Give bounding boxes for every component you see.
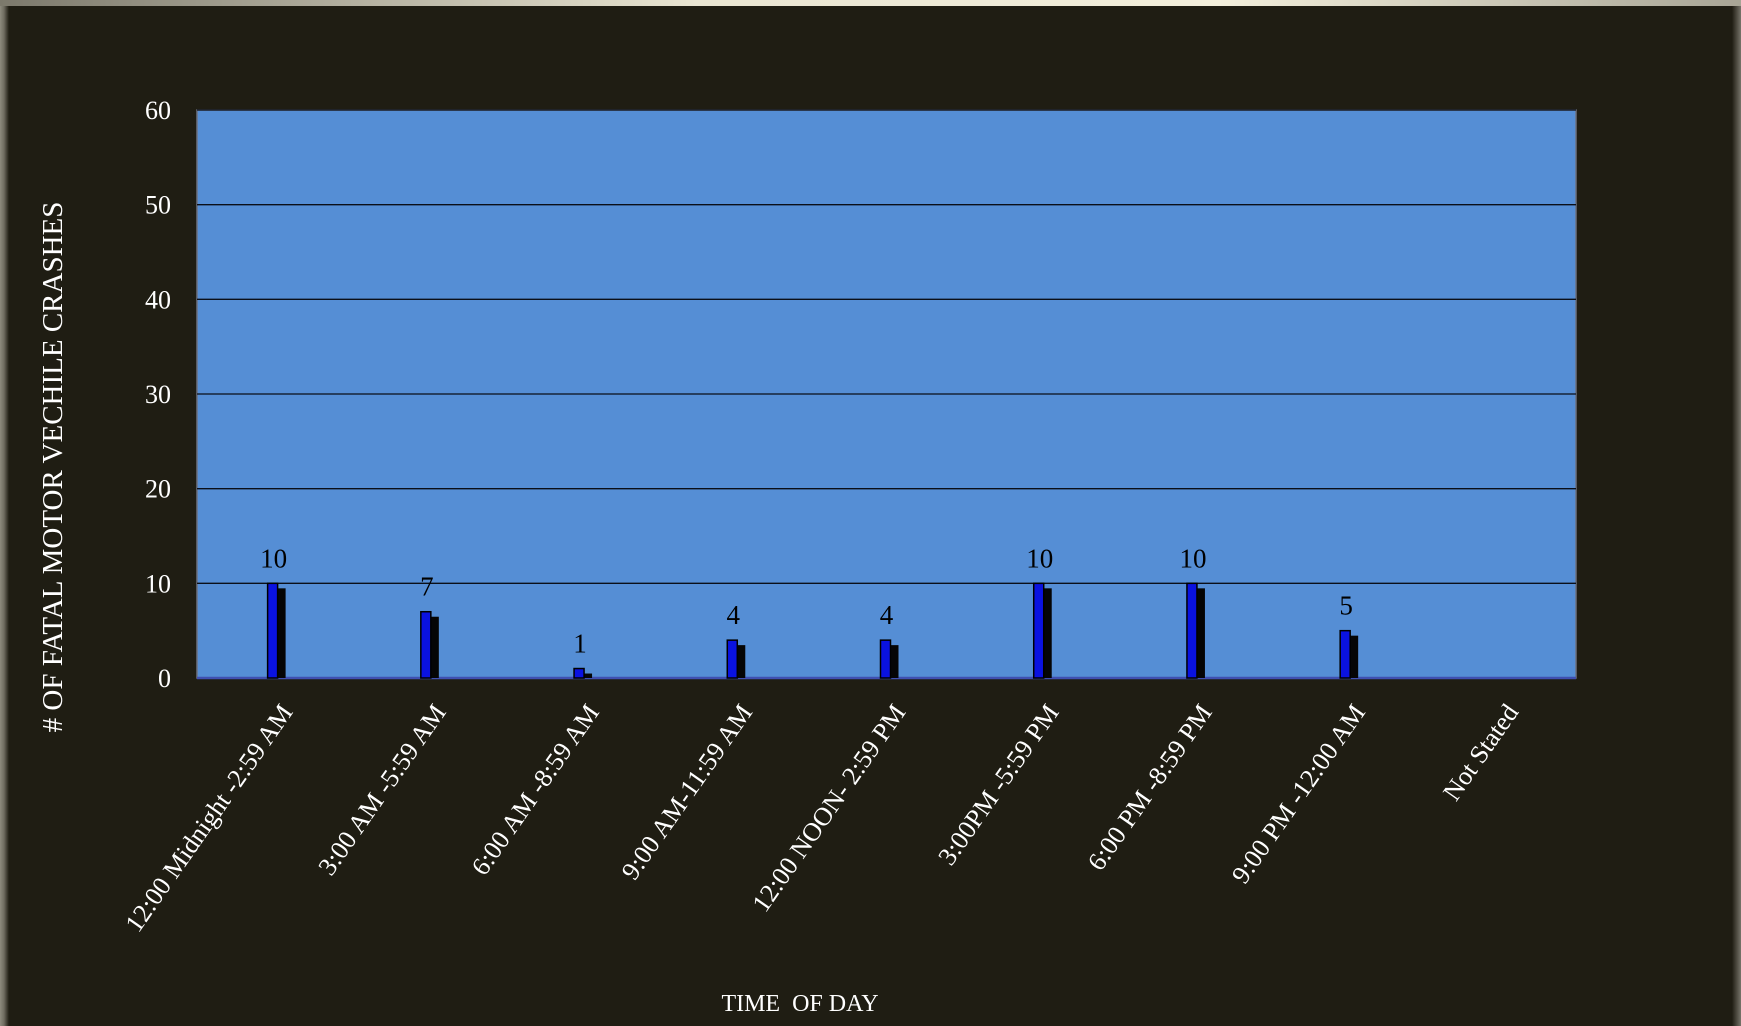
y-tick-label: 60 — [145, 96, 171, 125]
x-tick-label: 6:00 AM -8:59 AM — [466, 699, 605, 881]
bar-shadow — [275, 588, 286, 678]
data-label: 5 — [1339, 591, 1353, 621]
x-axis-title: TIME OF DAY — [721, 991, 878, 1017]
x-tick-label: 6:00 PM -8:59 PM — [1082, 699, 1218, 876]
bar-shadow — [888, 645, 899, 678]
bar — [266, 582, 279, 679]
bars — [266, 582, 1359, 679]
bar-shadow — [1194, 588, 1205, 678]
bar — [726, 639, 739, 679]
bar — [573, 667, 585, 679]
bar — [1186, 582, 1198, 679]
bar-shadow — [582, 673, 593, 678]
slide-top-border — [0, 0, 1741, 6]
bar-shadow — [735, 645, 746, 678]
x-tick-label: 3:00 AM -5:59 AM — [312, 699, 451, 881]
bar — [1032, 582, 1045, 679]
data-label: 7 — [420, 572, 434, 602]
data-label: 10 — [1179, 543, 1206, 573]
data-label: 10 — [1026, 543, 1053, 573]
y-tick-label: 50 — [145, 191, 171, 220]
x-tick-label: 9:00 PM -12:00 AM — [1226, 699, 1371, 889]
data-label: 4 — [727, 600, 741, 630]
bar-shadow — [1348, 635, 1359, 678]
x-tick-label: Not Stated — [1437, 699, 1524, 806]
bar — [1339, 629, 1351, 679]
data-label: 10 — [260, 543, 287, 573]
y-tick-label: 20 — [145, 475, 171, 504]
x-axis-ticks: 12:00 Midnight -2:59 AM 3:00 AM -5:59 AM 6… — [119, 699, 1524, 938]
y-axis-ticks: 0 10 20 30 40 50 60 — [145, 96, 171, 693]
x-tick-label: 3:00PM -5:59 PM — [932, 699, 1064, 871]
x-tick-label: 12:00 Midnight -2:59 AM — [119, 699, 298, 938]
y-tick-label: 0 — [158, 664, 171, 693]
bar-shadow — [1041, 588, 1052, 678]
y-tick-label: 10 — [145, 569, 171, 598]
bar — [879, 639, 892, 679]
data-labels: 10 7 1 4 4 10 10 5 — [260, 543, 1353, 658]
bar-shadow — [428, 616, 439, 678]
y-tick-label: 30 — [145, 380, 171, 409]
bar — [420, 610, 432, 679]
y-axis-title: # OF FATAL MOTOR VECHILE CRASHES — [37, 202, 69, 733]
x-tick-label: 9:00 AM-11:59 AM — [616, 699, 759, 885]
x-tick-label: 12:00 NOON- 2:59 PM — [746, 699, 911, 917]
data-label: 4 — [880, 600, 894, 630]
data-label: 1 — [573, 629, 587, 659]
y-tick-label: 40 — [145, 285, 171, 314]
